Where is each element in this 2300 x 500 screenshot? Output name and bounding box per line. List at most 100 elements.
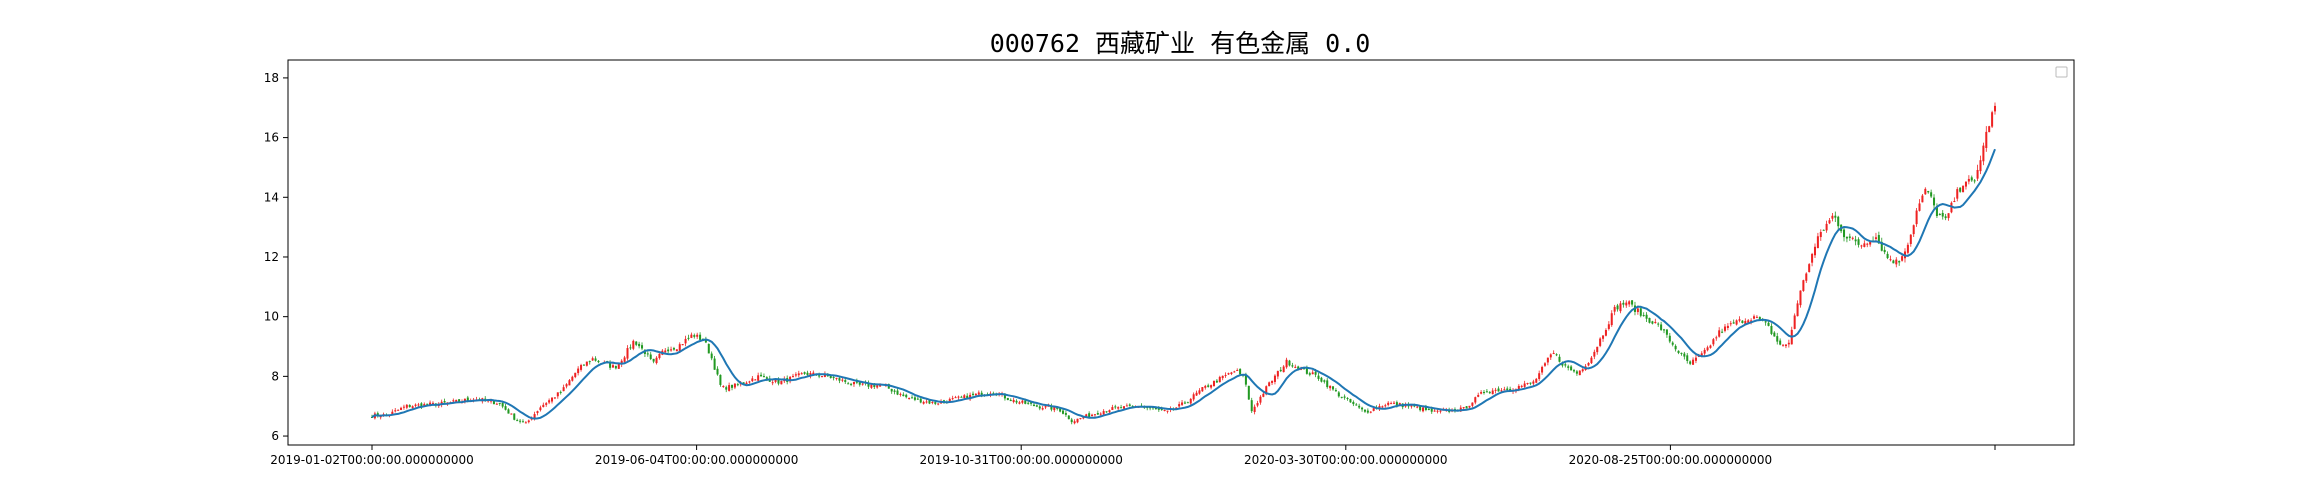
candle-body xyxy=(1239,368,1242,375)
candle-body xyxy=(1750,320,1753,322)
candle-body xyxy=(1596,346,1599,353)
candle-body xyxy=(913,397,916,400)
candle-body xyxy=(774,379,777,382)
candle-body xyxy=(1967,178,1970,182)
candle-body xyxy=(1764,321,1767,323)
candle-body xyxy=(1662,329,1666,331)
candle-body xyxy=(731,384,734,388)
candle-body xyxy=(818,375,821,377)
candle-body xyxy=(1718,330,1721,337)
candle-body xyxy=(1030,402,1033,404)
candle-body xyxy=(1677,350,1680,353)
candle-body xyxy=(646,353,649,355)
candle-body xyxy=(1973,180,1976,182)
candle-body xyxy=(1721,331,1724,333)
candle-body xyxy=(725,387,728,390)
candle-body xyxy=(1735,320,1738,325)
candle-body xyxy=(1192,394,1195,400)
candle-body xyxy=(1877,235,1880,244)
candle-body xyxy=(1857,239,1860,245)
candle-body xyxy=(402,406,405,408)
candle-body xyxy=(1244,375,1247,385)
candle-body xyxy=(1938,214,1941,216)
candle-body xyxy=(1477,394,1480,397)
candle-body xyxy=(1538,373,1541,379)
candle-body xyxy=(841,379,844,381)
candle-body xyxy=(850,383,853,385)
y-tick-label: 18 xyxy=(264,71,279,85)
candle-body xyxy=(908,397,911,399)
candle-body xyxy=(934,402,937,404)
candle-body xyxy=(728,385,731,391)
candle-body xyxy=(1288,360,1291,366)
candle-body xyxy=(1361,407,1364,410)
candle-body xyxy=(1523,383,1526,387)
candle-body xyxy=(1930,192,1933,197)
candle-body xyxy=(1622,302,1625,305)
candle-body xyxy=(1892,260,1895,264)
candle-body xyxy=(1570,366,1573,371)
candle-body xyxy=(748,381,751,383)
candle-body xyxy=(1259,396,1262,403)
candle-body xyxy=(1050,405,1053,410)
candle-body xyxy=(1628,301,1631,305)
candle-body xyxy=(1976,169,1979,179)
candle-body xyxy=(1581,369,1584,372)
candle-body xyxy=(1044,406,1047,408)
candle-body xyxy=(832,377,835,379)
candle-body xyxy=(1520,385,1523,387)
candle-body xyxy=(1558,356,1561,362)
candle-body xyxy=(1212,380,1216,387)
candle-body xyxy=(847,383,850,385)
x-tick-label: 2020-03-30T00:00:00.000000000 xyxy=(1244,453,1448,467)
candle-body xyxy=(1851,237,1854,239)
candle-body xyxy=(1491,390,1494,395)
candle-body xyxy=(556,392,559,397)
candle-body xyxy=(1642,315,1645,317)
candle-body xyxy=(1706,347,1709,351)
candle-body xyxy=(1314,371,1317,375)
candle-body xyxy=(498,402,501,404)
candle-body xyxy=(652,358,655,362)
candle-body xyxy=(1773,332,1776,337)
candle-body xyxy=(513,413,516,420)
candle-body xyxy=(1012,399,1015,403)
candle-body xyxy=(641,345,644,349)
candle-body xyxy=(548,400,551,403)
candle-body xyxy=(504,406,507,410)
candle-body xyxy=(1181,402,1184,405)
candle-body xyxy=(1503,389,1506,391)
candle-body xyxy=(1108,410,1111,413)
candle-body xyxy=(948,398,951,403)
candle-body xyxy=(1744,320,1747,325)
candle-body xyxy=(1799,290,1802,306)
candle-body xyxy=(1076,418,1079,423)
candle-body xyxy=(806,372,809,375)
candle-body xyxy=(1956,189,1959,199)
candle-body xyxy=(835,377,838,379)
candle-body xyxy=(1198,390,1201,394)
candle-body xyxy=(867,382,870,387)
candle-body xyxy=(1201,387,1204,392)
candle-body xyxy=(1300,368,1303,370)
candle-body xyxy=(1509,388,1512,391)
candle-body xyxy=(1268,382,1271,387)
candle-body xyxy=(1898,261,1901,263)
candle-body xyxy=(1059,408,1062,412)
candle-body xyxy=(1369,411,1372,413)
candle-body xyxy=(1927,190,1930,193)
candle-body xyxy=(1053,406,1056,411)
candle-body xyxy=(1195,392,1198,396)
candle-body xyxy=(594,358,597,361)
candle-body xyxy=(722,386,725,388)
candle-body xyxy=(905,394,908,398)
x-tick-label: 2019-10-31T00:00:00.000000000 xyxy=(919,453,1123,467)
candle-body xyxy=(733,383,736,388)
candle-body xyxy=(1032,404,1035,407)
candle-body xyxy=(957,396,960,398)
candle-body xyxy=(1526,383,1529,385)
candle-body xyxy=(1271,380,1274,383)
candle-body xyxy=(1021,400,1024,403)
candle-body xyxy=(1468,405,1471,408)
